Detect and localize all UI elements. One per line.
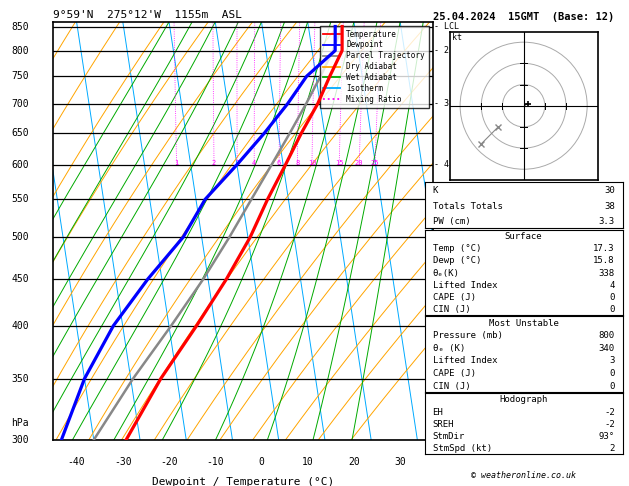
Text: Mixing Ratio (g/kg): Mixing Ratio (g/kg) bbox=[467, 180, 476, 282]
Text: 650: 650 bbox=[11, 128, 29, 138]
Text: 15: 15 bbox=[335, 160, 343, 166]
Text: 800: 800 bbox=[11, 46, 29, 55]
Text: -2: -2 bbox=[604, 419, 615, 429]
Text: 2: 2 bbox=[610, 444, 615, 453]
Text: - 2: - 2 bbox=[435, 46, 449, 55]
Text: 20: 20 bbox=[348, 456, 360, 467]
Text: 20: 20 bbox=[355, 160, 364, 166]
Text: 2: 2 bbox=[212, 160, 216, 166]
Text: CIN (J): CIN (J) bbox=[433, 382, 470, 391]
Text: 500: 500 bbox=[11, 232, 29, 242]
Text: 17.3: 17.3 bbox=[593, 244, 615, 253]
Text: - LCL: - LCL bbox=[435, 22, 459, 31]
Text: PW (cm): PW (cm) bbox=[433, 217, 470, 226]
Text: θₑ (K): θₑ (K) bbox=[433, 344, 465, 353]
Text: 450: 450 bbox=[11, 274, 29, 284]
Text: 1: 1 bbox=[174, 160, 179, 166]
Text: 300: 300 bbox=[11, 435, 29, 445]
Text: 0: 0 bbox=[610, 293, 615, 302]
Text: - 5: - 5 bbox=[435, 195, 449, 204]
Text: 4: 4 bbox=[610, 280, 615, 290]
Text: 700: 700 bbox=[11, 99, 29, 108]
Text: Temp (°C): Temp (°C) bbox=[433, 244, 481, 253]
Text: EH: EH bbox=[433, 407, 443, 417]
Text: CAPE (J): CAPE (J) bbox=[433, 369, 476, 378]
Text: 0: 0 bbox=[610, 382, 615, 391]
Text: 9°59'N  275°12'W  1155m  ASL: 9°59'N 275°12'W 1155m ASL bbox=[53, 10, 242, 20]
Text: 10: 10 bbox=[302, 456, 314, 467]
Text: 30: 30 bbox=[394, 456, 406, 467]
Text: -40: -40 bbox=[68, 456, 86, 467]
Text: -30: -30 bbox=[114, 456, 131, 467]
Text: SREH: SREH bbox=[433, 419, 454, 429]
Text: 10: 10 bbox=[308, 160, 316, 166]
Text: hPa: hPa bbox=[11, 418, 29, 428]
Text: 350: 350 bbox=[11, 374, 29, 383]
Text: km
ASL: km ASL bbox=[435, 411, 449, 431]
Text: Dewp (°C): Dewp (°C) bbox=[433, 256, 481, 265]
Text: 3.3: 3.3 bbox=[599, 217, 615, 226]
Text: Surface: Surface bbox=[505, 232, 542, 241]
Text: 0: 0 bbox=[610, 369, 615, 378]
Text: - 7: - 7 bbox=[435, 321, 449, 330]
Text: 0: 0 bbox=[610, 305, 615, 314]
Text: kt: kt bbox=[452, 33, 462, 42]
Text: -2: -2 bbox=[604, 407, 615, 417]
Legend: Temperature, Dewpoint, Parcel Trajectory, Dry Adiabat, Wet Adiabat, Isotherm, Mi: Temperature, Dewpoint, Parcel Trajectory… bbox=[320, 26, 429, 108]
Text: Hodograph: Hodograph bbox=[499, 395, 548, 404]
Text: Lifted Index: Lifted Index bbox=[433, 280, 497, 290]
Text: 750: 750 bbox=[11, 71, 29, 81]
Text: - 3: - 3 bbox=[435, 99, 449, 108]
Text: 4: 4 bbox=[252, 160, 257, 166]
Text: - 6: - 6 bbox=[435, 275, 449, 283]
Text: 15.8: 15.8 bbox=[593, 256, 615, 265]
Text: Dewpoint / Temperature (°C): Dewpoint / Temperature (°C) bbox=[152, 477, 334, 486]
Text: K: K bbox=[433, 186, 438, 195]
Text: - 4: - 4 bbox=[435, 160, 449, 169]
Text: 6: 6 bbox=[277, 160, 281, 166]
Text: 25.04.2024  15GMT  (Base: 12): 25.04.2024 15GMT (Base: 12) bbox=[433, 12, 615, 22]
Text: θₑ(K): θₑ(K) bbox=[433, 268, 459, 278]
Text: Lifted Index: Lifted Index bbox=[433, 356, 497, 365]
Text: 338: 338 bbox=[599, 268, 615, 278]
Text: Most Unstable: Most Unstable bbox=[489, 319, 559, 328]
Text: Pressure (mb): Pressure (mb) bbox=[433, 331, 503, 340]
Text: Totals Totals: Totals Totals bbox=[433, 202, 503, 210]
Text: 550: 550 bbox=[11, 194, 29, 204]
Text: 30: 30 bbox=[604, 186, 615, 195]
Text: 600: 600 bbox=[11, 160, 29, 170]
Text: 8: 8 bbox=[295, 160, 299, 166]
Text: © weatheronline.co.uk: © weatheronline.co.uk bbox=[471, 471, 576, 480]
Text: 850: 850 bbox=[11, 21, 29, 32]
Text: 93°: 93° bbox=[599, 432, 615, 441]
Text: 400: 400 bbox=[11, 321, 29, 330]
Text: StmDir: StmDir bbox=[433, 432, 465, 441]
Text: 38: 38 bbox=[604, 202, 615, 210]
Text: 340: 340 bbox=[599, 344, 615, 353]
Text: StmSpd (kt): StmSpd (kt) bbox=[433, 444, 492, 453]
Text: 0: 0 bbox=[259, 456, 264, 467]
Text: 800: 800 bbox=[599, 331, 615, 340]
Text: -10: -10 bbox=[206, 456, 224, 467]
Text: 25: 25 bbox=[370, 160, 379, 166]
Text: 3: 3 bbox=[610, 356, 615, 365]
Text: CAPE (J): CAPE (J) bbox=[433, 293, 476, 302]
Text: CIN (J): CIN (J) bbox=[433, 305, 470, 314]
Text: - 8: - 8 bbox=[435, 374, 449, 383]
Text: 3: 3 bbox=[235, 160, 239, 166]
Text: -20: -20 bbox=[160, 456, 178, 467]
